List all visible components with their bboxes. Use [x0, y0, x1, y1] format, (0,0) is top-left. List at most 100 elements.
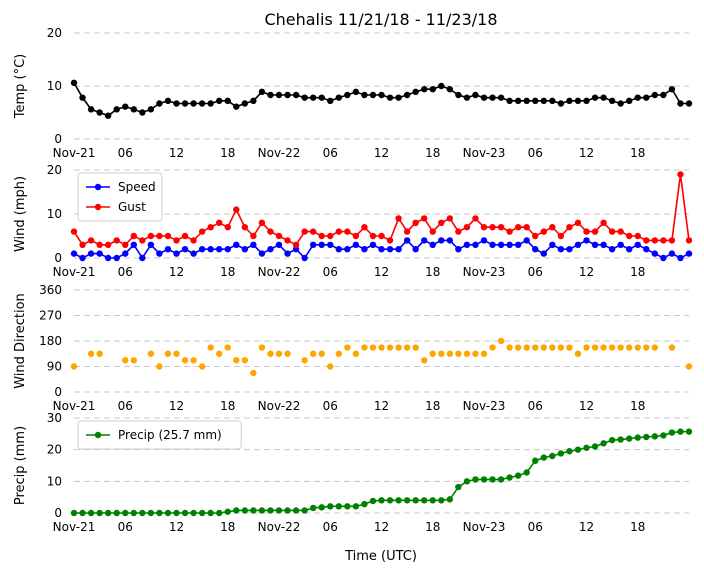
data-point	[608, 246, 616, 253]
x-tick-label: 12	[579, 146, 594, 160]
data-point	[566, 224, 573, 231]
data-point	[130, 357, 137, 364]
data-point	[438, 219, 445, 226]
data-point	[438, 497, 445, 504]
data-point	[480, 350, 488, 357]
data-point	[258, 507, 266, 514]
data-point	[429, 497, 436, 504]
data-point	[455, 483, 462, 491]
data-point	[309, 241, 317, 248]
data-point	[685, 100, 693, 107]
data-point	[79, 254, 86, 262]
data-point	[233, 241, 240, 248]
data-point	[147, 350, 155, 357]
data-point	[327, 97, 334, 105]
data-point	[233, 357, 240, 364]
data-point	[557, 232, 565, 240]
panel-4: 0 10 20 30 Precip (mm) Nov-21 06 12 18 Nov-22 06 12…	[13, 411, 693, 534]
data-point	[369, 232, 377, 240]
data-point	[600, 219, 607, 226]
data-point	[506, 228, 513, 235]
data-point	[113, 509, 120, 517]
data-point	[634, 344, 641, 351]
data-point	[233, 103, 240, 110]
data-point	[608, 228, 616, 235]
data-point	[198, 509, 206, 517]
data-point	[497, 476, 505, 483]
data-point	[164, 246, 172, 253]
data-point	[284, 237, 291, 244]
data-point	[173, 350, 180, 357]
data-point	[472, 476, 479, 483]
data-point	[70, 250, 78, 257]
data-point	[600, 94, 607, 101]
data-point	[139, 237, 146, 244]
data-point	[446, 237, 454, 244]
data-point	[361, 344, 368, 351]
data-point	[540, 250, 547, 257]
data-point	[104, 509, 112, 517]
data-point	[386, 94, 394, 101]
data-point	[566, 246, 573, 253]
data-point	[651, 250, 659, 257]
data-point	[250, 97, 257, 105]
data-point	[335, 503, 342, 510]
data-point	[608, 344, 616, 351]
data-point	[70, 228, 78, 235]
data-point	[207, 224, 214, 231]
data-point	[156, 250, 163, 257]
data-point	[190, 250, 197, 257]
data-point	[523, 344, 530, 351]
data-point	[523, 97, 530, 105]
data-point	[173, 237, 180, 244]
x-tick-label: 18	[220, 520, 235, 534]
data-point	[403, 91, 411, 99]
data-point	[156, 363, 163, 370]
data-point	[668, 237, 676, 244]
data-point	[275, 232, 283, 240]
data-point	[207, 100, 214, 107]
data-point	[395, 94, 402, 101]
data-point	[643, 237, 650, 244]
data-point	[301, 507, 308, 514]
x-tick-label: 06	[118, 146, 133, 160]
data-point	[532, 457, 539, 464]
data-point	[660, 432, 667, 439]
data-point	[412, 497, 419, 504]
x-tick-label: 18	[220, 265, 235, 279]
data-point	[523, 237, 530, 244]
data-point	[216, 350, 223, 357]
y-tick-label: 10	[47, 79, 62, 93]
data-point	[147, 241, 155, 248]
data-point	[480, 476, 488, 483]
data-point	[386, 344, 394, 351]
panel-1: 0 10 20 Temp (°C) Nov-21 06 12 18 Nov-22 06 12 18 No…	[13, 26, 693, 160]
data-point	[352, 503, 360, 510]
data-point	[421, 215, 428, 222]
data-point	[139, 109, 146, 116]
data-point	[207, 246, 214, 253]
data-point	[532, 344, 539, 351]
data-point	[224, 224, 231, 231]
data-point	[378, 246, 385, 253]
data-point	[668, 250, 676, 257]
data-point	[190, 357, 197, 364]
y-axis-label: Temp (°C)	[13, 54, 28, 120]
data-point	[540, 97, 547, 105]
data-point	[164, 97, 172, 105]
data-point	[455, 350, 462, 357]
data-point	[258, 344, 266, 351]
data-point	[267, 91, 274, 99]
data-point	[301, 254, 308, 262]
data-point	[660, 91, 667, 99]
data-point	[104, 112, 112, 119]
data-point	[591, 228, 599, 235]
data-point	[574, 446, 582, 453]
x-tick-label: Nov-23	[463, 146, 506, 160]
x-tick-label: 06	[323, 146, 338, 160]
data-point	[198, 228, 206, 235]
legend: Speed Gust	[77, 172, 163, 222]
data-point	[181, 246, 189, 253]
x-tick-label: 06	[323, 399, 338, 413]
data-point	[378, 344, 385, 351]
